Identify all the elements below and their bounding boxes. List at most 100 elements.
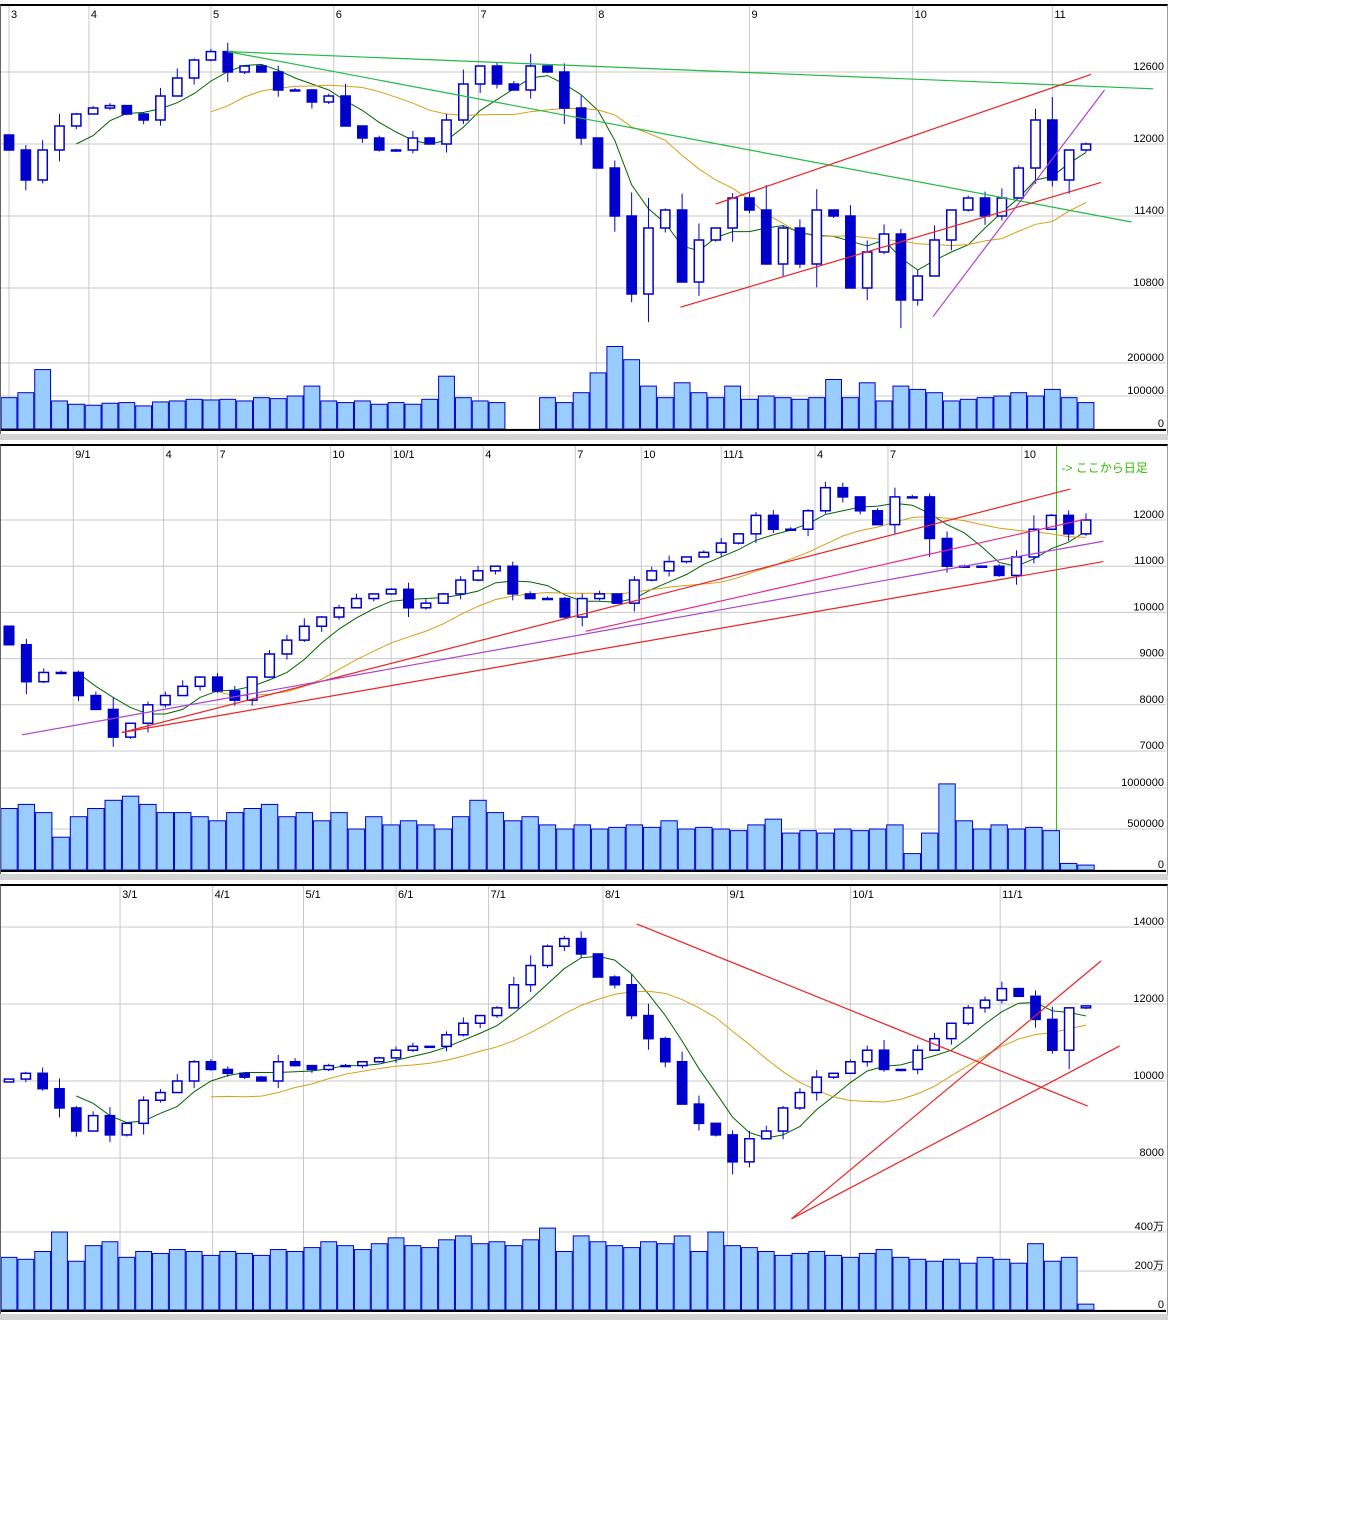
trendline bbox=[585, 518, 1087, 632]
volume-bar bbox=[67, 403, 85, 430]
candle-up bbox=[912, 275, 924, 301]
volume-bar bbox=[606, 1245, 624, 1311]
candle-up bbox=[390, 149, 402, 152]
candle-up bbox=[340, 1064, 351, 1068]
volume-bar bbox=[454, 397, 472, 430]
candle-up bbox=[474, 1014, 486, 1025]
candle-up bbox=[298, 625, 310, 641]
candle-up bbox=[542, 945, 553, 967]
candle-down bbox=[3, 134, 15, 151]
scrollbar-3[interactable] bbox=[0, 1314, 1168, 1320]
volume-bar bbox=[729, 830, 748, 871]
candle-up bbox=[663, 560, 675, 572]
candle-down bbox=[609, 976, 621, 986]
candle-down bbox=[239, 1072, 250, 1078]
volume-bar bbox=[909, 1258, 927, 1311]
candle-up bbox=[760, 1130, 772, 1140]
volume-bar bbox=[202, 399, 220, 430]
candle-up bbox=[350, 597, 362, 609]
candle-down bbox=[211, 676, 223, 692]
volume-bar bbox=[118, 402, 136, 430]
volume-bar bbox=[1027, 1243, 1044, 1311]
candle-down bbox=[592, 137, 604, 169]
price-tick-label: 12000 bbox=[1133, 993, 1164, 1005]
candle-up bbox=[70, 113, 82, 127]
volume-bar bbox=[253, 397, 270, 430]
chart-panel-2: 12000 11000 10000 9000 8000 7000 1000000 500000… bbox=[0, 444, 1168, 874]
volume-bar bbox=[764, 818, 783, 871]
volume-bar bbox=[471, 400, 489, 430]
trendline bbox=[21, 540, 1104, 736]
volume-bar bbox=[469, 799, 487, 871]
candle-up bbox=[541, 597, 554, 601]
volume-bar bbox=[17, 392, 35, 430]
volume-bar bbox=[909, 388, 927, 430]
volume-bar bbox=[303, 1247, 321, 1311]
candle-down bbox=[710, 1122, 722, 1136]
volume-bar bbox=[253, 1254, 270, 1311]
volume-bar bbox=[858, 382, 876, 430]
volume-bar bbox=[226, 812, 244, 871]
candle-up bbox=[3, 1078, 15, 1083]
price-tick-label: 14000 bbox=[1133, 916, 1164, 928]
volume-bar bbox=[673, 382, 691, 430]
time-tick-label: 10 bbox=[332, 449, 344, 461]
volume-bar bbox=[320, 1241, 338, 1311]
volume-bar bbox=[312, 820, 331, 871]
candle-up bbox=[733, 533, 745, 544]
time-tick-label: 4 bbox=[166, 449, 172, 461]
volume-bar bbox=[69, 816, 88, 871]
volume-bar bbox=[118, 1256, 136, 1311]
volume-bar bbox=[926, 392, 943, 430]
time-tick-label: 5 bbox=[213, 9, 219, 21]
time-tick-label: 7/1 bbox=[491, 889, 506, 901]
volume-bar bbox=[330, 812, 348, 871]
candle-down bbox=[559, 597, 571, 618]
candle-up bbox=[385, 588, 397, 595]
volume-bar bbox=[623, 359, 641, 430]
volume-bar bbox=[993, 1258, 1011, 1311]
volume-bar bbox=[707, 397, 725, 430]
volume-bar bbox=[1077, 864, 1095, 871]
volume-bar bbox=[286, 1251, 304, 1311]
time-tick-label: 7 bbox=[890, 449, 896, 461]
candle-up bbox=[811, 209, 823, 265]
volume-bar bbox=[438, 375, 455, 430]
volume-bar bbox=[640, 1241, 657, 1311]
volume-bar bbox=[35, 812, 53, 871]
candle-down bbox=[37, 1072, 49, 1090]
candle-down bbox=[1030, 995, 1041, 1021]
candle-up bbox=[87, 1114, 99, 1132]
volume-bar bbox=[555, 1251, 573, 1311]
volume-bar bbox=[1, 1256, 18, 1311]
scrollbar-2[interactable] bbox=[0, 874, 1168, 880]
candle-up bbox=[889, 496, 901, 526]
volume-bar bbox=[219, 1251, 237, 1311]
volume-bar bbox=[782, 832, 800, 871]
candle-up bbox=[777, 227, 789, 265]
candle-down bbox=[1046, 119, 1058, 181]
time-tick-label: 8 bbox=[598, 9, 604, 21]
volume-bar bbox=[1010, 1262, 1028, 1311]
scrollbar-1[interactable] bbox=[0, 434, 1168, 440]
candle-up bbox=[368, 593, 380, 600]
candle-up bbox=[646, 570, 658, 581]
candle-down bbox=[491, 65, 503, 85]
volume-bar bbox=[488, 402, 506, 430]
candle-up bbox=[390, 1049, 402, 1059]
candle-up bbox=[594, 593, 606, 600]
candle-down bbox=[256, 1076, 267, 1082]
volume-bar bbox=[365, 816, 383, 871]
candle-down bbox=[306, 89, 318, 103]
candle-up bbox=[323, 1064, 335, 1071]
candle-up bbox=[38, 671, 50, 683]
volume-bar bbox=[101, 402, 119, 430]
volume-bar bbox=[976, 1256, 994, 1311]
candle-down bbox=[643, 1014, 654, 1040]
candle-up bbox=[171, 77, 183, 97]
volume-bar bbox=[1059, 862, 1078, 871]
volume-bar bbox=[976, 397, 994, 430]
volume-bar bbox=[471, 1243, 489, 1311]
volume-bar bbox=[260, 803, 279, 871]
candle-down bbox=[872, 510, 884, 526]
